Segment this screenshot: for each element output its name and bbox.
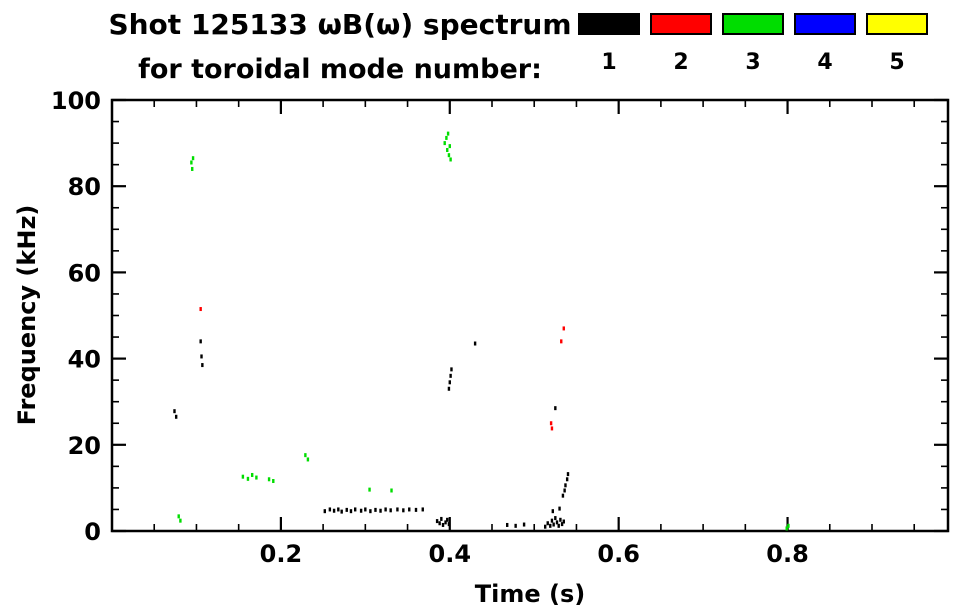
svg-text:60: 60	[68, 259, 101, 287]
legend-item-mode-3: 3	[722, 13, 784, 75]
svg-text:20: 20	[68, 432, 101, 460]
mode-number-legend: 1 2 3 4 5	[578, 13, 928, 75]
svg-text:0.4: 0.4	[429, 540, 472, 568]
legend-swatch-mode-5-yellow	[866, 13, 928, 35]
svg-text:0: 0	[84, 518, 101, 546]
legend-label-mode-1: 1	[601, 50, 617, 75]
legend-swatch-mode-1-black	[578, 13, 640, 35]
svg-text:0.2: 0.2	[260, 540, 303, 568]
legend-label-mode-2: 2	[673, 50, 689, 75]
legend-item-mode-4: 4	[794, 13, 856, 75]
legend-item-mode-2: 2	[650, 13, 712, 75]
svg-text:0.8: 0.8	[766, 540, 809, 568]
svg-text:40: 40	[68, 346, 101, 374]
legend-item-mode-5: 5	[866, 13, 928, 75]
legend-swatch-mode-3-green	[722, 13, 784, 35]
x-axis-title: Time (s)	[474, 580, 586, 608]
legend-label-mode-5: 5	[889, 50, 905, 75]
chart-title-line2: for toroidal mode number:	[138, 54, 542, 85]
svg-text:80: 80	[68, 173, 101, 201]
svg-text:0.6: 0.6	[597, 540, 640, 568]
legend-item-mode-1: 1	[578, 13, 640, 75]
legend-label-mode-4: 4	[817, 50, 833, 75]
legend-label-mode-3: 3	[745, 50, 761, 75]
chart-title-line1: Shot 125133 ωB(ω) spectrum	[108, 8, 572, 41]
legend-swatch-mode-4-blue	[794, 13, 856, 35]
legend-swatch-mode-2-red	[650, 13, 712, 35]
svg-text:100: 100	[51, 87, 101, 115]
